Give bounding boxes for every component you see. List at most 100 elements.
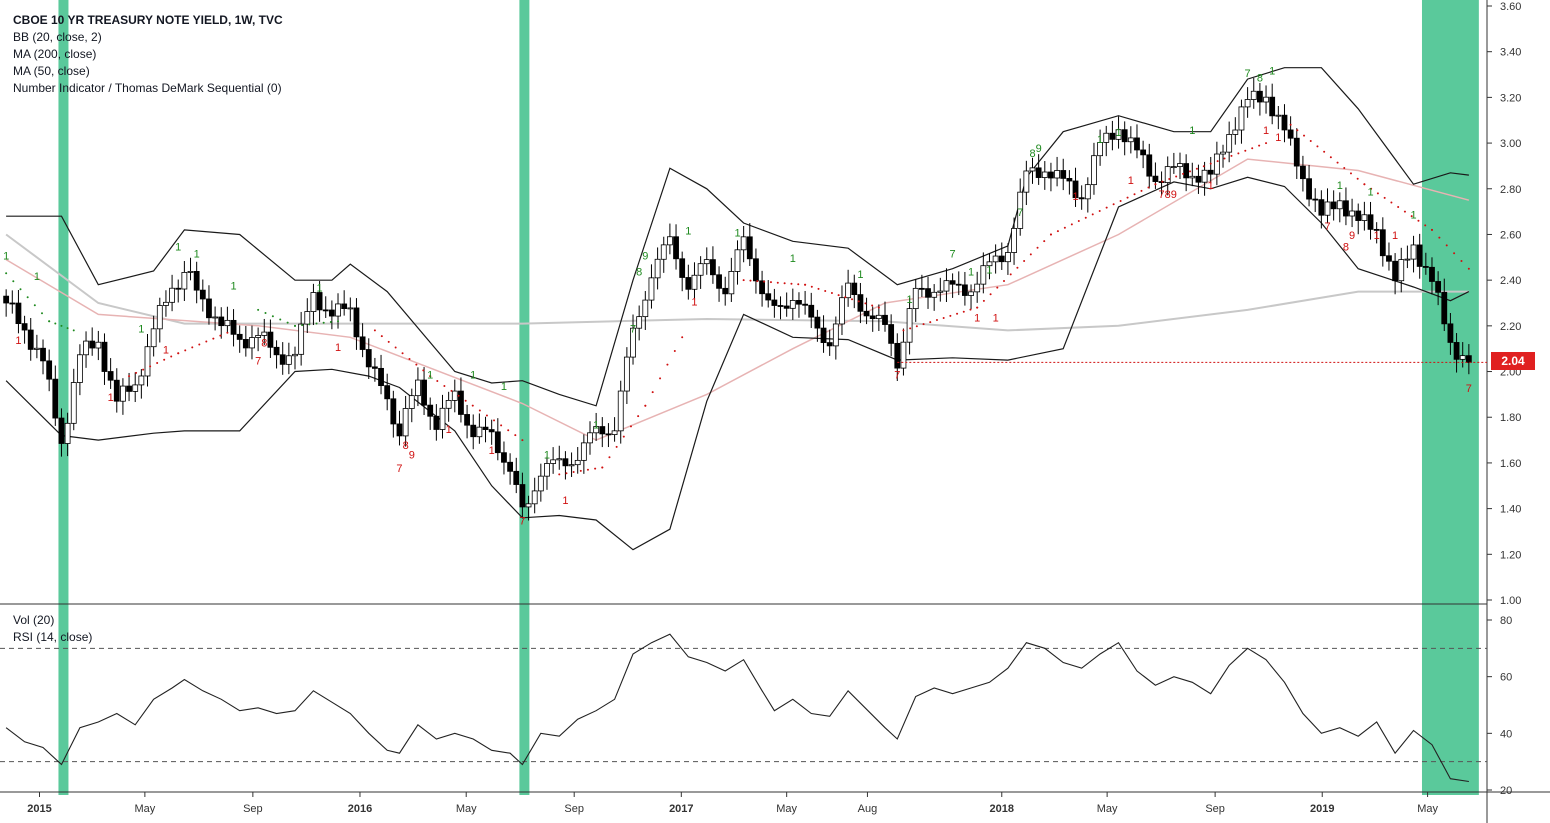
candle-body [611, 430, 618, 435]
td-sequential-label: 1 [790, 253, 796, 265]
td-sequential-label: 1 [446, 424, 452, 436]
sar-dot [837, 294, 840, 297]
sar-dot [877, 306, 880, 309]
candle-body [753, 258, 759, 282]
candle-body [1084, 184, 1091, 200]
candle-body [212, 316, 219, 319]
chart-title: CBOE 10 YR TREASURY NOTE YIELD, 1W, TVC [13, 13, 283, 27]
sar-dot [902, 329, 905, 332]
candle-body [76, 354, 83, 383]
candle-body [857, 294, 864, 312]
y-tick-label: 2.40 [1500, 275, 1521, 287]
legend-ma200: MA (200, close) [13, 47, 97, 61]
candle-body [1103, 132, 1110, 143]
candle-body [359, 336, 366, 350]
y-tick-label: 2.60 [1500, 229, 1521, 241]
sar-dot [830, 292, 833, 295]
candle-body [1164, 166, 1171, 183]
sar-dot [851, 298, 854, 301]
sar-dot [1460, 259, 1463, 262]
candle-body [126, 385, 132, 392]
y-tick-label: 2.80 [1500, 184, 1521, 196]
sar-dot [909, 327, 912, 330]
candle-body [1441, 291, 1448, 325]
td-sequential-label: 1 [974, 312, 980, 324]
sar-dot [301, 324, 304, 327]
sar-dot [615, 445, 618, 448]
sar-dot [962, 310, 965, 313]
sar-dot [1424, 224, 1427, 227]
sar-dot [500, 424, 503, 427]
candle-body [777, 305, 784, 307]
sar-dot [1003, 279, 1006, 282]
candle-body [1324, 201, 1331, 216]
legend-bb: BB (20, close, 2) [13, 30, 102, 44]
sar-dot [271, 315, 274, 318]
candle-body [998, 255, 1005, 263]
candle-body [925, 288, 931, 298]
sar-dot [929, 321, 932, 324]
sar-dot [817, 287, 820, 290]
candle-body [894, 342, 901, 369]
sar-dot [1383, 196, 1386, 199]
candle-body [1152, 175, 1159, 182]
candle-body [740, 236, 747, 251]
candle-body [1011, 228, 1017, 253]
sar-dot [394, 346, 397, 349]
candle-body [587, 432, 593, 444]
candle-body [328, 309, 335, 317]
sar-dot [60, 324, 63, 327]
sar-dot [142, 368, 145, 371]
sar-dot [749, 279, 752, 282]
sar-dot [673, 349, 676, 352]
sar-dot [1049, 233, 1052, 236]
sar-dot [205, 340, 208, 343]
sar-dot [1376, 192, 1379, 195]
sar-dot [40, 312, 43, 315]
sar-dot [54, 322, 57, 325]
candle-body [1177, 163, 1183, 168]
candle-body [1404, 258, 1411, 261]
legend-rsi: RSI (14, close) [13, 630, 93, 644]
candle-body [1459, 355, 1466, 360]
ma50-line [5, 158, 1470, 441]
candle-body [1355, 210, 1362, 221]
candle-body [617, 390, 624, 432]
sar-dot [1370, 187, 1373, 190]
candle-body [961, 284, 968, 296]
x-tick-label: May [134, 803, 155, 815]
candle-body [1318, 199, 1325, 216]
td-sequential-label: 1 [1367, 187, 1373, 199]
td-sequential-label: 7 [630, 324, 636, 336]
candle-body [710, 259, 716, 276]
legend-ma50: MA (50, close) [13, 64, 90, 78]
sar-dot [1056, 230, 1059, 233]
candle-body [1054, 170, 1060, 179]
sar-dot [1438, 236, 1441, 239]
candle-body [27, 329, 34, 350]
candle-body [673, 236, 679, 260]
sar-dot [401, 352, 404, 355]
candle-body [648, 277, 655, 301]
td-sequential-label: 1 [993, 312, 999, 324]
candle-body [1349, 210, 1355, 217]
candle-body [9, 302, 16, 305]
sar-dot [1140, 189, 1143, 192]
x-tick-label: May [1417, 803, 1438, 815]
candle-body [1078, 197, 1085, 200]
x-tick-label: Sep [1205, 803, 1225, 815]
candle-body [138, 375, 145, 386]
sar-dot [72, 329, 75, 332]
sar-dot [810, 285, 813, 288]
sar-dot [804, 283, 807, 286]
candle-body [771, 299, 778, 306]
candle-body [83, 340, 89, 356]
candle-body [156, 305, 163, 330]
td-sequential-label: 9 [409, 449, 415, 461]
candle-body [464, 414, 470, 426]
candle-body [1109, 132, 1116, 140]
candle-body [630, 327, 636, 358]
sar-dot [1336, 161, 1339, 164]
candle-body [181, 272, 188, 290]
candle-body [943, 280, 950, 292]
